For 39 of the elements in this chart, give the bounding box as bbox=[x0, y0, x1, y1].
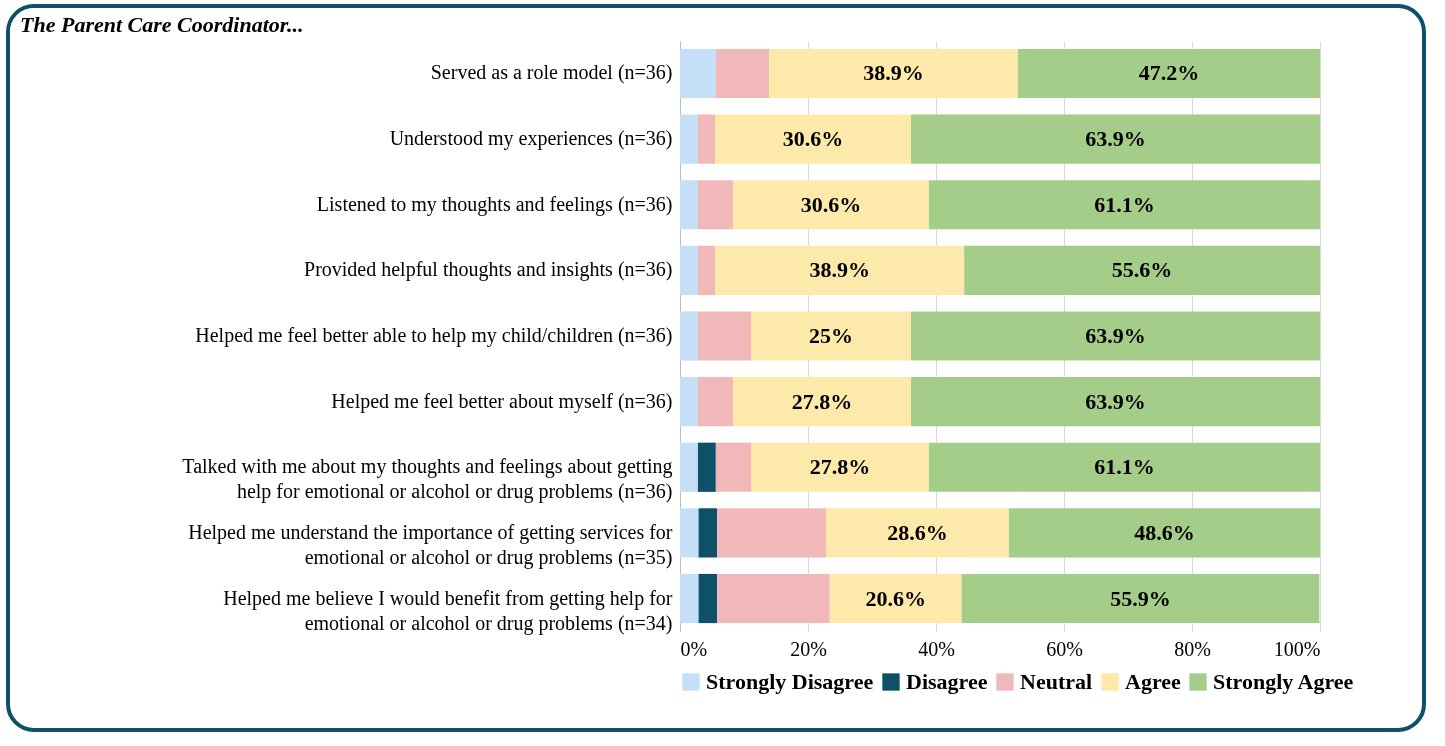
data-label: 38.9% bbox=[809, 257, 870, 283]
x-tick-label: 20% bbox=[790, 637, 827, 660]
data-label: 38.9% bbox=[863, 60, 924, 86]
x-tick-label: 80% bbox=[1174, 637, 1211, 660]
y-tick-label: Understood my experiences (n=36) bbox=[389, 127, 673, 151]
data-label: 55.6% bbox=[1111, 257, 1173, 283]
x-tick-label: 40% bbox=[918, 637, 955, 660]
y-tick-label: Helped me understand the importance of getting services for emotional or alcohol or drug problems (n=35) bbox=[188, 520, 673, 569]
data-label: 63.9% bbox=[1085, 323, 1146, 348]
legend-label: Agree bbox=[1125, 669, 1182, 694]
data-label: 61.1% bbox=[1094, 454, 1155, 480]
data-label: 63.9% bbox=[1085, 388, 1146, 414]
y-tick-label: Helped me feel better able to help my child/children (n=36) bbox=[195, 324, 673, 347]
data-label: 47.2% bbox=[1138, 60, 1200, 86]
data-label: 27.8% bbox=[791, 388, 853, 414]
data-label: 63.9% bbox=[1085, 126, 1146, 152]
data-label: 25% bbox=[809, 323, 854, 348]
y-tick-label: Provided helpful thoughts and insights (n=36) bbox=[304, 258, 673, 282]
data-label: 27.8% bbox=[809, 454, 871, 480]
x-tick-label: 0% bbox=[680, 637, 708, 660]
y-tick-label: Helped me believe I would benefit from getting help for emotional or alcohol or drug problems (n=34) bbox=[223, 586, 673, 635]
y-tick-label: Listened to my thoughts and feelings (n=36) bbox=[316, 192, 673, 216]
data-label: 30.6% bbox=[800, 191, 862, 217]
y-tick-label: Talked with me about my thoughts and feelings about getting help for emotional or alcohol or drug problems (n=36) bbox=[182, 455, 673, 504]
x-tick-label: 60% bbox=[1046, 637, 1083, 660]
y-tick-label: Served as a role model (n=36) bbox=[430, 61, 673, 85]
data-label: 48.6% bbox=[1134, 519, 1195, 545]
data-label: 28.6% bbox=[887, 519, 948, 545]
data-label: 30.6% bbox=[782, 126, 844, 152]
legend-label: Strongly Disagree bbox=[706, 669, 874, 694]
data-label: 55.9% bbox=[1110, 585, 1171, 611]
legend-label: Disagree bbox=[906, 669, 988, 694]
text: The Parent Care Coordinator... bbox=[20, 12, 304, 37]
legend-label: Neutral bbox=[1020, 669, 1093, 694]
legend-label: Strongly Agree bbox=[1213, 669, 1354, 694]
data-label: 20.6% bbox=[865, 585, 926, 611]
data-label: 61.1% bbox=[1094, 191, 1155, 217]
y-tick-label: Helped me feel better about myself (n=36) bbox=[331, 389, 673, 413]
x-tick-label: 100% bbox=[1273, 637, 1321, 660]
